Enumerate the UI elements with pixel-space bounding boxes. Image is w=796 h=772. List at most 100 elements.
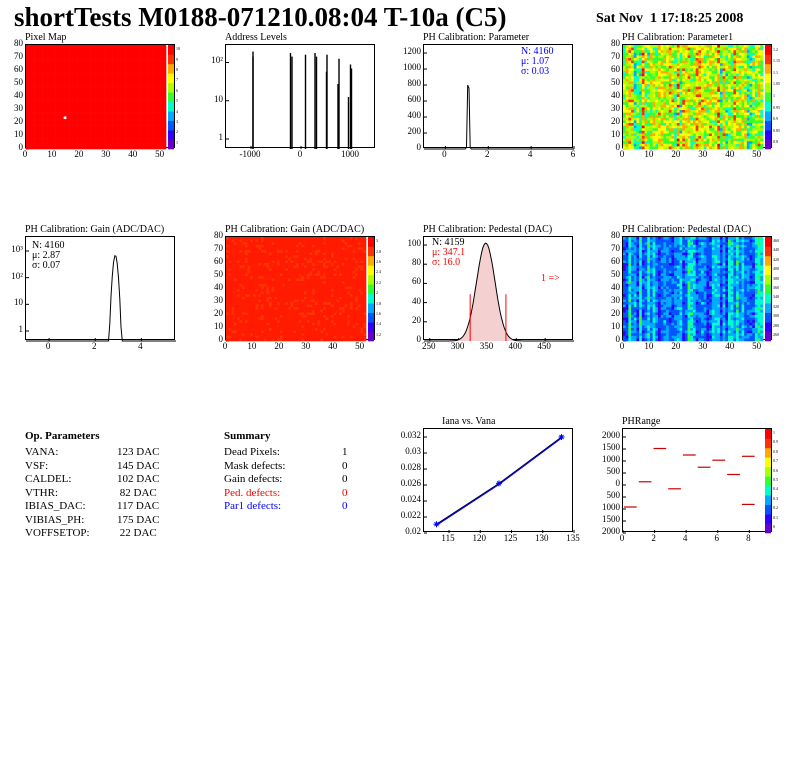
- heat-cell: [39, 143, 43, 147]
- heat-cell: [652, 104, 656, 108]
- heat-cell: [50, 99, 54, 103]
- heat-cell: [261, 252, 264, 256]
- heat-cell: [242, 325, 246, 329]
- heat-cell: [114, 123, 118, 126]
- heat-cell: [42, 45, 46, 48]
- heat-cell: [250, 265, 254, 269]
- heat-cell: [741, 91, 745, 95]
- heat-cell: [149, 86, 153, 90]
- heat-cell: [247, 325, 251, 329]
- heat-cell: [131, 73, 134, 77]
- heat-cell: [711, 94, 715, 98]
- heat-cell: [709, 60, 713, 64]
- heat-cell: [655, 71, 659, 74]
- heat-cell: [255, 255, 259, 259]
- heat-cell: [663, 128, 667, 132]
- heat-cell: [687, 84, 691, 87]
- heat-cell: [623, 89, 626, 93]
- heat-cell: [104, 78, 108, 82]
- heat-cell: [52, 120, 56, 124]
- heat-cell: [633, 123, 637, 126]
- heat-cell: [26, 55, 29, 59]
- heat-cell: [682, 99, 686, 103]
- panel-address-levels: Address Levels -1000 0 1000 1 10 10²: [200, 32, 400, 194]
- heat-cell: [644, 65, 648, 69]
- heat-cell: [658, 123, 661, 126]
- heat-cell: [733, 63, 737, 67]
- heat-cell: [736, 76, 740, 80]
- heat-cell: [746, 115, 750, 119]
- heat-cell: [690, 91, 694, 95]
- heat-cell: [74, 86, 78, 90]
- heat-cell: [50, 76, 54, 80]
- heat-cell: [236, 320, 240, 324]
- heat-cell: [47, 50, 51, 54]
- heat-cell: [228, 237, 232, 240]
- heat-cell: [255, 286, 259, 290]
- heat-cell: [74, 120, 78, 124]
- heat-cell: [112, 55, 116, 59]
- heat-cell: [633, 81, 637, 85]
- heat-cell: [746, 128, 750, 132]
- heat-cell: [128, 133, 132, 137]
- heat-cell: [28, 65, 32, 69]
- heat-cell: [674, 50, 678, 54]
- heat-cell: [228, 265, 232, 269]
- heat-cell: [682, 68, 686, 72]
- heat-cell: [93, 112, 97, 116]
- heat-cell: [668, 128, 672, 132]
- heat-cell: [660, 68, 664, 72]
- heat-cell: [93, 143, 97, 147]
- heat-cell: [109, 102, 113, 106]
- heat-cell: [52, 52, 56, 56]
- heat-cell: [738, 47, 742, 51]
- heat-cell: [139, 84, 143, 87]
- heat-cell: [255, 309, 259, 313]
- heat-cell: [58, 47, 62, 51]
- heat-cell: [698, 146, 702, 150]
- panel-title: Address Levels: [225, 32, 287, 43]
- heat-cell: [736, 99, 740, 103]
- heat-cell: [623, 45, 626, 48]
- heat-cell: [77, 112, 81, 116]
- heat-cell: [66, 107, 70, 111]
- heat-cell: [261, 257, 264, 261]
- heat-cell: [693, 78, 696, 82]
- heat-cell: [671, 99, 675, 103]
- heat-cell: [730, 89, 734, 93]
- heat-cell: [749, 138, 753, 142]
- heat-cell: [725, 45, 729, 48]
- heat-cell: [266, 265, 270, 269]
- heat-cell: [633, 128, 637, 132]
- heat-cell: [701, 81, 705, 85]
- heat-cell: [647, 45, 651, 48]
- heat-cell: [234, 312, 238, 316]
- heat-cell: [628, 97, 632, 100]
- heat-cell: [77, 47, 81, 51]
- heat-cell: [746, 141, 750, 145]
- heat-cell: [674, 99, 678, 103]
- heat-cell: [658, 50, 661, 54]
- heat-cell: [255, 330, 259, 334]
- heat-cell: [155, 143, 159, 147]
- panel-ph-gain: PH Calibration: Gain (ADC/DAC) 0 2 4 1 10 10²…: [0, 224, 200, 386]
- heat-cell: [114, 71, 118, 74]
- heat-cell: [706, 125, 710, 129]
- heat-cell: [104, 91, 108, 95]
- heat-cell: [754, 97, 758, 100]
- heat-cell: [163, 58, 167, 61]
- heat-cell: [647, 47, 651, 51]
- heat-cell: [644, 86, 648, 90]
- heat-cell: [757, 45, 761, 48]
- heat-cell: [160, 117, 164, 121]
- heat-cell: [36, 76, 40, 80]
- heat-cell: [231, 283, 235, 287]
- heat-cell: [139, 123, 143, 126]
- heat-cell: [160, 84, 164, 87]
- heat-cell: [101, 89, 105, 93]
- heat-cell: [644, 50, 648, 54]
- heat-cell: [674, 52, 678, 56]
- heat-cell: [112, 50, 116, 54]
- heat-cell: [719, 97, 723, 100]
- heat-cell: [746, 146, 750, 150]
